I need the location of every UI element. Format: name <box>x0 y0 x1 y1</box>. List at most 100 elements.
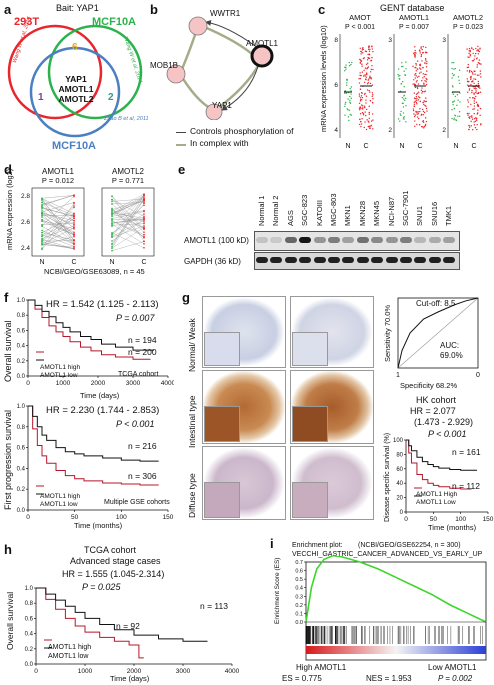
dot-cancer <box>420 47 422 49</box>
paired-dot-c <box>143 215 145 218</box>
band-gapdh <box>256 257 268 263</box>
paired-line <box>41 213 75 233</box>
dot-normal <box>397 73 399 76</box>
f-bottom-legend-low: AMOTL1 low <box>40 501 78 508</box>
x-tick-label: 0 <box>26 514 30 521</box>
paired-dot-n <box>111 210 113 213</box>
paired-line <box>41 199 75 241</box>
dot-cancer <box>477 109 479 111</box>
dot-cancer <box>361 117 363 120</box>
dot-cancer <box>413 92 416 94</box>
roc-x0: 1 <box>396 372 400 379</box>
lane-label: MGC-803 <box>329 193 338 226</box>
dot-cancer <box>370 125 372 127</box>
f-top-hr: HR = 1.542 (1.125 - 2.113) <box>46 299 159 310</box>
dot-cancer <box>412 83 414 85</box>
dot-cancer <box>419 64 422 67</box>
paired-line <box>111 193 145 212</box>
dot-cancer <box>421 108 424 111</box>
dot-cancer <box>361 99 363 101</box>
dot-cancer <box>370 59 373 62</box>
dot-normal <box>399 113 401 115</box>
dot-cancer <box>480 76 482 78</box>
dot-cancer <box>468 128 470 131</box>
paired-dot-c <box>73 223 75 226</box>
dot-normal <box>451 62 453 64</box>
dot-cancer <box>425 77 427 80</box>
dot-cancer <box>367 48 370 50</box>
dot-cancer <box>420 89 423 92</box>
dot-cancer <box>368 78 370 80</box>
paired-dot-n <box>111 198 113 201</box>
dot-cancer <box>420 125 423 128</box>
ihc-inset-diffuse-1 <box>204 482 240 518</box>
dot-cancer <box>423 111 426 114</box>
paired-dot-c <box>143 231 145 233</box>
dot-cancer <box>425 84 428 86</box>
dot-normal <box>451 77 453 79</box>
node-mob1b <box>166 64 186 84</box>
dot-normal <box>404 99 406 101</box>
dot-normal <box>459 101 461 103</box>
h-n-high: n = 113 <box>200 601 228 611</box>
x-tick-label: 3000 <box>126 380 141 387</box>
dot-normal <box>345 84 348 86</box>
y-tick-label: 1.0 <box>17 404 26 410</box>
dot-cancer <box>367 79 369 81</box>
count-top: 6 <box>72 42 78 53</box>
band-gapdh <box>328 257 340 263</box>
dot-cancer <box>466 48 468 50</box>
dot-cancer <box>358 93 361 95</box>
dot-normal <box>405 61 407 63</box>
dot-cancer <box>420 46 422 48</box>
dot-cancer <box>368 111 370 114</box>
dot-normal <box>350 97 353 100</box>
y-tick-label: 0.6 <box>17 328 26 334</box>
dot-normal <box>351 61 353 64</box>
f-top-legend-low: AMOTL1 low <box>40 372 78 379</box>
dot-cancer <box>371 113 374 115</box>
dot-cancer <box>361 96 364 99</box>
dot-cancer <box>469 50 471 53</box>
ihc-inset-normal-2 <box>292 332 328 366</box>
dot-normal <box>398 77 401 80</box>
dot-cancer <box>372 119 374 121</box>
legend-phos: Controls phosphorylation of <box>190 126 294 136</box>
paired-line <box>41 198 75 222</box>
dot-cancer <box>415 81 418 83</box>
roc-curve <box>397 297 479 369</box>
paired-line <box>41 209 75 235</box>
dot-normal <box>400 114 402 117</box>
dot-cancer <box>359 113 362 115</box>
dot-cancer <box>414 114 417 116</box>
y-tick-label: 0.5 <box>295 577 303 583</box>
dot-cancer <box>477 80 480 83</box>
paired-line <box>111 199 145 215</box>
dotplot-p: P = 0.007 <box>399 24 429 31</box>
paired-dot-n <box>41 214 43 217</box>
lane-label: MKN28 <box>357 200 367 226</box>
paired-line <box>41 205 75 237</box>
dot-cancer <box>467 66 470 68</box>
dot-cancer <box>364 74 366 76</box>
dot-cancer <box>361 65 363 67</box>
dot-normal <box>454 67 456 70</box>
paired-dot-n <box>41 239 43 242</box>
dot-cancer <box>466 78 469 80</box>
dot-cancer <box>477 105 480 108</box>
paired-dot-n <box>41 223 43 226</box>
dot-cancer <box>366 67 369 69</box>
paired-frame <box>101 187 155 257</box>
dot-normal <box>402 98 405 100</box>
dot-normal <box>402 102 404 104</box>
y-tick-label: 0.4 <box>17 466 26 472</box>
panel-letter-f: f <box>4 290 9 305</box>
paired-dot-c <box>73 226 75 229</box>
paired-line <box>41 219 75 236</box>
dot-cancer <box>368 105 370 108</box>
dot-normal <box>400 65 403 68</box>
roc-auc-label: AUC: <box>440 341 460 350</box>
legend-complex-line <box>176 144 186 146</box>
dot-cancer <box>415 95 418 98</box>
band-amotl1 <box>414 237 427 243</box>
